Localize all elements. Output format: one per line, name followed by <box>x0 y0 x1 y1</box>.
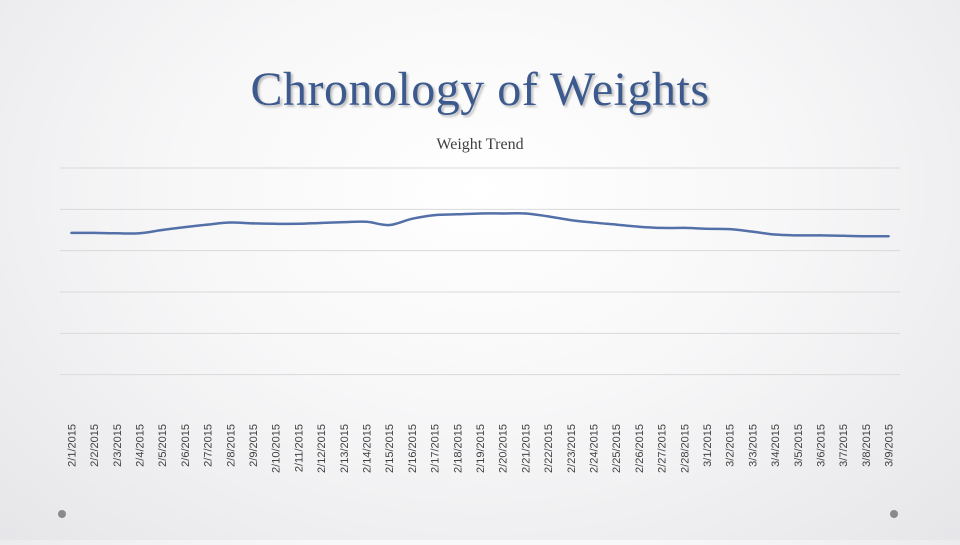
data-point <box>115 232 118 235</box>
data-point <box>478 212 482 215</box>
data-point <box>546 215 550 218</box>
data-point <box>773 233 777 236</box>
data-point <box>864 235 868 238</box>
data-point <box>683 226 686 230</box>
x-tick-label: 2/1/2015 <box>66 424 78 467</box>
data-point <box>501 212 504 215</box>
data-point <box>342 220 345 224</box>
data-point <box>365 220 368 223</box>
data-point <box>569 218 573 222</box>
x-tick-label: 2/24/2015 <box>589 424 601 473</box>
data-point <box>410 217 414 221</box>
data-point <box>229 221 232 224</box>
data-point <box>615 223 618 226</box>
x-tick-label: 3/2/2015 <box>725 424 737 467</box>
data-point <box>705 227 709 230</box>
x-tick-label: 2/15/2015 <box>384 424 396 473</box>
data-point <box>728 227 731 231</box>
x-tick-label: 2/5/2015 <box>157 424 169 467</box>
x-tick-label: 2/3/2015 <box>112 424 124 467</box>
x-tick-label: 3/1/2015 <box>702 424 714 467</box>
data-point <box>297 222 300 225</box>
data-point <box>206 223 209 226</box>
data-point <box>433 213 436 217</box>
x-tick-label: 2/18/2015 <box>452 424 464 473</box>
x-tick-label: 2/16/2015 <box>407 424 419 473</box>
data-point <box>592 221 595 224</box>
data-point <box>387 223 391 227</box>
data-point <box>819 234 822 237</box>
x-tick-label: 2/9/2015 <box>248 424 260 467</box>
x-tick-label: 2/12/2015 <box>316 424 328 473</box>
x-tick-labels: 2/1/2015 2/2/2015 2/3/2015 2/4/2015 2/5/2015… <box>66 424 895 473</box>
x-tick-label: 2/11/2015 <box>293 424 305 472</box>
left-scroll-handle <box>58 510 66 518</box>
data-point <box>796 234 800 237</box>
series-line-weight <box>71 211 889 238</box>
data-point <box>456 213 459 216</box>
x-tick-label: 2/2/2015 <box>89 424 101 467</box>
x-tick-label: 2/27/2015 <box>657 424 669 473</box>
x-tick-label: 2/13/2015 <box>339 424 351 473</box>
data-point <box>70 231 73 235</box>
x-tick-label: 2/20/2015 <box>498 424 510 473</box>
x-tick-label: 2/19/2015 <box>475 424 487 473</box>
x-tick-label: 2/10/2015 <box>271 424 283 473</box>
x-tick-label: 3/7/2015 <box>838 424 850 467</box>
x-tick-label: 3/4/2015 <box>770 424 782 467</box>
x-tick-label: 2/4/2015 <box>134 424 146 467</box>
data-point <box>637 225 641 228</box>
data-point <box>251 222 255 225</box>
slide-title: Chronology of Weights <box>250 63 710 116</box>
chart-title: Weight Trend <box>436 136 523 153</box>
x-tick-label: 2/23/2015 <box>566 424 578 473</box>
right-scroll-handle <box>890 510 898 518</box>
data-point <box>274 222 277 225</box>
x-tick-label: 3/9/2015 <box>884 424 896 467</box>
x-tick-label: 2/21/2015 <box>520 424 532 473</box>
data-point <box>660 226 663 230</box>
x-tick-label: 3/5/2015 <box>793 424 805 467</box>
data-point <box>138 232 141 235</box>
data-point <box>842 234 845 237</box>
data-point <box>524 212 527 215</box>
data-point <box>751 230 754 233</box>
x-tick-label: 3/3/2015 <box>747 424 759 467</box>
x-tick-label: 3/8/2015 <box>861 424 873 467</box>
data-point <box>92 231 96 235</box>
x-tick-label: 2/25/2015 <box>611 424 623 473</box>
x-tick-label: 2/22/2015 <box>543 424 555 473</box>
x-tick-label: 2/8/2015 <box>225 424 237 467</box>
x-tick-label: 2/7/2015 <box>203 424 215 467</box>
series-layer <box>70 211 890 238</box>
x-tick-label: 2/28/2015 <box>679 424 691 473</box>
x-tick-label: 2/17/2015 <box>430 424 442 473</box>
data-point <box>160 228 164 232</box>
x-tick-label: 3/6/2015 <box>816 424 828 467</box>
data-point <box>319 221 323 225</box>
x-tick-label: 2/26/2015 <box>634 424 646 473</box>
data-point <box>887 235 890 238</box>
data-point <box>183 225 187 229</box>
x-tick-label: 2/6/2015 <box>180 424 192 467</box>
gridlines <box>60 167 900 376</box>
x-tick-label: 2/14/2015 <box>361 424 373 473</box>
